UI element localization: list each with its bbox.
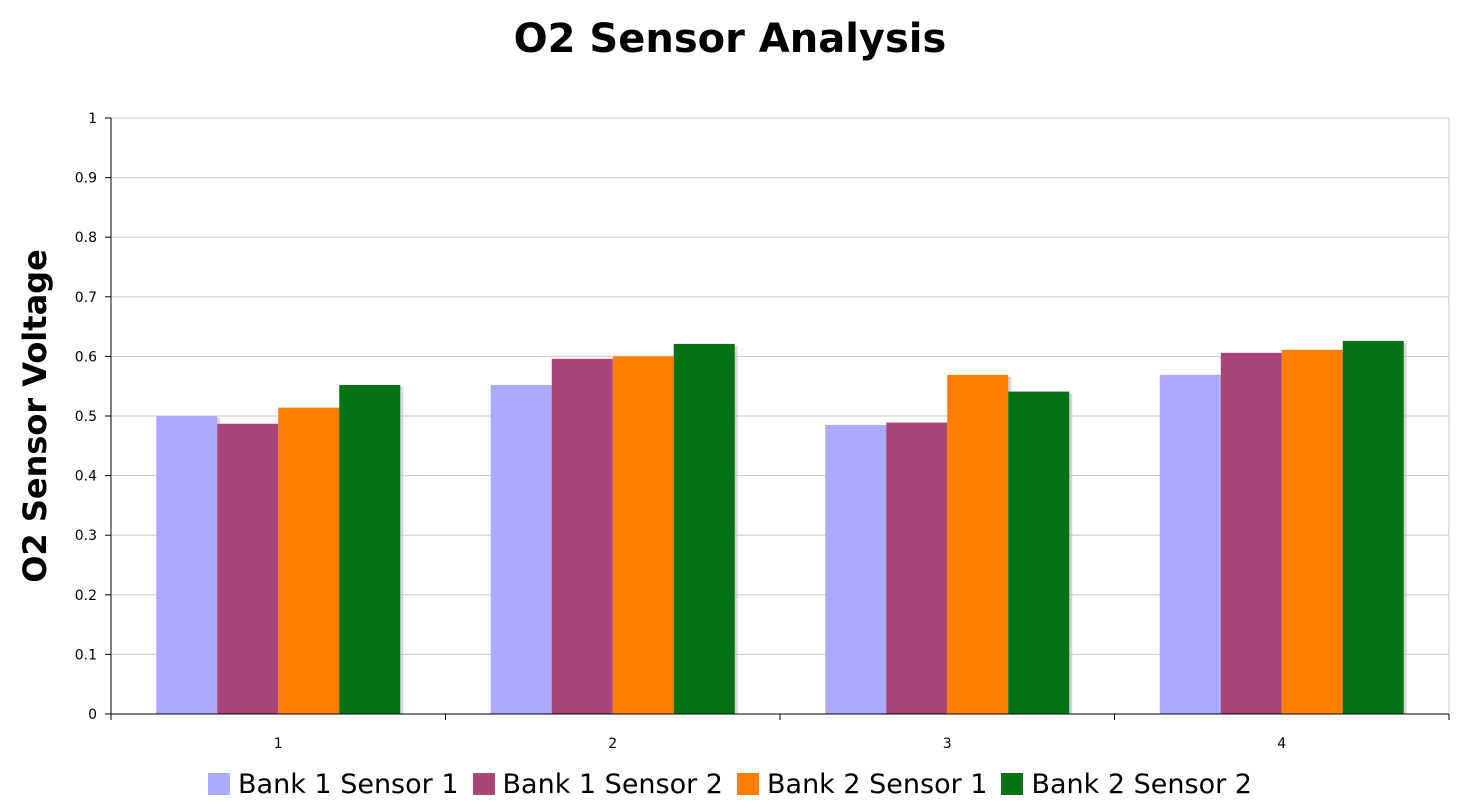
- y-tick-label: 0: [88, 707, 97, 723]
- bar: [1220, 352, 1282, 714]
- legend-swatch: [1001, 773, 1024, 795]
- y-tick-label: 0.3: [75, 528, 97, 544]
- bar: [1159, 374, 1221, 714]
- legend-item: Bank 2 Sensor 2: [1001, 768, 1252, 800]
- legend-label: Bank 1 Sensor 2: [502, 768, 723, 800]
- bar: [612, 356, 674, 714]
- y-tick-label: 0.6: [75, 349, 97, 365]
- tick-labels: 0 0.1 0.2 0.3 0.4 0.5 0.6 0.7 0.8 0.9 1 1 2 3 4: [75, 111, 1287, 752]
- y-tick-label: 0.7: [75, 290, 97, 306]
- legend-item: Bank 1 Sensor 1: [208, 768, 459, 800]
- bar: [825, 424, 887, 714]
- bar: [947, 374, 1009, 714]
- legend-item: Bank 2 Sensor 1: [737, 769, 987, 800]
- bar: [156, 416, 218, 714]
- x-tick-label: 4: [1277, 736, 1286, 752]
- bar: [1008, 391, 1070, 714]
- bar: [490, 385, 552, 714]
- bar: [278, 407, 340, 714]
- legend-swatch: [737, 773, 759, 795]
- legend-label: Bank 2 Sensor 2: [1031, 768, 1252, 800]
- legend: Bank 1 Sensor 1 Bank 1 Sensor 2 Bank 2 Sen…: [0, 766, 1460, 802]
- bar: [339, 385, 401, 714]
- x-tick-label: 2: [608, 736, 617, 752]
- legend-label: Bank 2 Sensor 1: [767, 768, 988, 800]
- bars: [156, 340, 1407, 714]
- y-tick-label: 0.8: [75, 230, 97, 246]
- y-tick-label: 0.4: [75, 469, 97, 485]
- bar: [886, 422, 948, 714]
- bar: [217, 423, 279, 714]
- legend-item: Bank 1 Sensor 2: [472, 768, 723, 800]
- legend-label: Bank 1 Sensor 1: [238, 768, 459, 800]
- legend-swatch: [472, 773, 495, 795]
- y-tick-label: 0.1: [75, 647, 97, 663]
- y-tick-label: 0.9: [75, 171, 97, 187]
- x-tick-label: 1: [274, 736, 283, 752]
- y-tick-label: 0.5: [75, 409, 97, 425]
- bar: [551, 358, 613, 714]
- legend-swatch: [208, 773, 231, 795]
- axes: [110, 118, 1450, 720]
- x-tick-label: 3: [943, 736, 952, 752]
- y-tick-label: 0.2: [75, 588, 97, 604]
- bar: [1281, 349, 1343, 714]
- y-tick-label: 1: [88, 111, 97, 127]
- chart-title: O2 Sensor Analysis: [513, 16, 947, 62]
- bar: [1342, 340, 1404, 714]
- bar: [673, 343, 735, 714]
